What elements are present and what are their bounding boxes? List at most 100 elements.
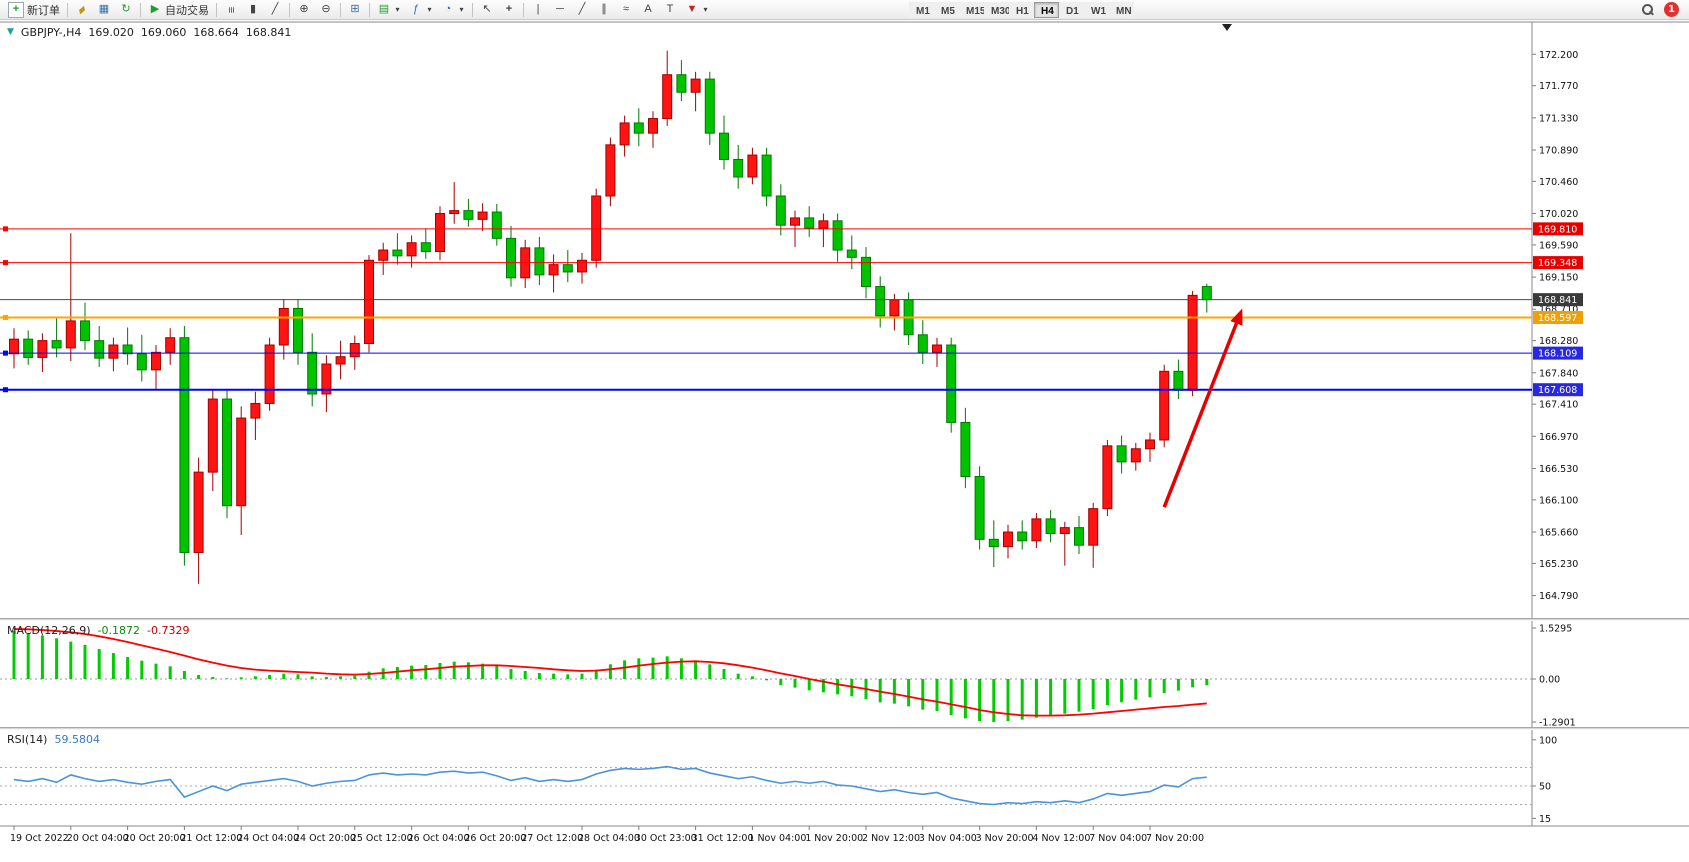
timeframe-m5[interactable]: M5 [934, 1, 959, 18]
line-chart-icon: ╱ [271, 3, 279, 15]
candle-body [1017, 531, 1028, 542]
candle-body [349, 343, 360, 358]
macd-axis-label: 0.00 [1539, 674, 1560, 685]
toolbar-right-tools: 1 [1641, 2, 1685, 17]
timeframe-mn[interactable]: MN [1109, 1, 1134, 18]
chart-window-button[interactable]: ▦ [93, 1, 115, 18]
timeframe-w1[interactable]: W1 [1084, 1, 1109, 18]
horizontal-line-button[interactable]: ─ [549, 1, 571, 18]
vertical-line-button[interactable]: | [527, 1, 549, 18]
time-axis-label: 26 Oct 20:00 [464, 833, 526, 844]
cursor-button[interactable]: ↖ [476, 1, 498, 18]
bar-chart-button[interactable]: ≡ [220, 1, 242, 18]
shift-marker-triangle[interactable] [1222, 24, 1232, 31]
candle-body [662, 74, 673, 120]
autotrading-button[interactable]: ▶ 自动交易 [144, 1, 213, 18]
line-handle[interactable] [3, 387, 8, 393]
time-axis-label: 1 Nov 20:00 [805, 833, 863, 844]
label-tool-button[interactable]: T [659, 1, 681, 18]
price-axis[interactable]: 172.200 171.770 171.330 170.890 170.460 170.0… [1532, 50, 1578, 602]
panel-splitter-macd[interactable] [0, 618, 1689, 621]
price-tick-label: 171.330 [1539, 113, 1578, 124]
candle-body [9, 338, 19, 355]
timeframe-toolbar: M1 M5 M15 M30 H1 H4 D1 W1 MN [909, 1, 1134, 18]
vertical-line-icon: | [536, 3, 540, 15]
rsi-label: RSI(14) 59.5804 [7, 733, 100, 746]
dropdown-icon: ▾ [395, 4, 400, 14]
zoom-in-button[interactable]: ⊕ [293, 1, 315, 18]
timeframe-h4[interactable]: H4 [1034, 1, 1059, 18]
fibonacci-button[interactable]: ≈ [615, 1, 637, 18]
toolbar-separator [369, 2, 370, 17]
line-handle[interactable] [3, 226, 8, 232]
trend-arrow-line[interactable] [1162, 322, 1239, 508]
time-axis-label: 7 Nov 04:00 [1089, 833, 1147, 844]
timeframe-m30[interactable]: M30 [984, 1, 1010, 18]
panel-splitter-rsi[interactable] [0, 727, 1689, 730]
candle-body [577, 259, 587, 273]
time-axis-label: 26 Oct 04:00 [408, 833, 470, 844]
zoom-out-button[interactable]: ⊖ [315, 1, 337, 18]
candle-body [122, 344, 133, 355]
price-tick-label: 169.150 [1539, 273, 1578, 284]
trend-arrow-annotation[interactable] [1162, 308, 1243, 508]
line-handle[interactable] [3, 260, 8, 266]
candle-body [875, 286, 886, 317]
crosshair-button[interactable]: + [498, 1, 520, 18]
channel-button[interactable]: ∥ [593, 1, 615, 18]
arrows-tool-button[interactable]: ▼ ▾ [681, 1, 713, 18]
candle-body [917, 334, 928, 353]
chart-frame [0, 21, 1689, 826]
indicators-button[interactable]: ƒ ▾ [405, 1, 437, 18]
trendline-button[interactable]: ╱ [571, 1, 593, 18]
new-chart-button[interactable]: ▤ ▾ [373, 1, 405, 18]
line-handle[interactable] [3, 350, 8, 356]
toolbar-separator [67, 2, 68, 17]
candle-body [534, 247, 545, 276]
candle-body [747, 154, 758, 178]
symbol-period-label: GBPJPY-,H4 [20, 26, 82, 39]
notification-badge[interactable]: 1 [1664, 2, 1679, 17]
price-tick-label: 164.790 [1539, 591, 1578, 602]
timeframe-m15[interactable]: M15 [959, 1, 985, 18]
refresh-button[interactable]: ↻ [115, 1, 137, 18]
candle-body [733, 158, 744, 178]
candlestick-chart-button[interactable]: ▮ [242, 1, 264, 18]
candle-body [846, 249, 857, 258]
candlestick-chart-icon: ▮ [249, 3, 257, 15]
candle-body [1074, 527, 1084, 546]
candle-body [278, 307, 289, 346]
timeframe-h1[interactable]: H1 [1009, 1, 1034, 18]
new-order-button[interactable]: + 新订单 [4, 1, 64, 18]
toolbar-separator [523, 2, 524, 17]
chart-shift-marker[interactable] [1222, 24, 1232, 31]
candles-group [9, 50, 1212, 584]
candle-body [449, 210, 460, 215]
timeframe-d1[interactable]: D1 [1059, 1, 1084, 18]
price-tick-label: 170.890 [1539, 145, 1578, 156]
candle-body [250, 402, 261, 419]
price-line-label: 168.597 [1538, 313, 1577, 324]
line-chart-button[interactable]: ╱ [264, 1, 286, 18]
tile-windows-icon: ⊞ [350, 3, 360, 15]
periods-button[interactable]: ◔ ▾ [437, 1, 469, 18]
text-tool-button[interactable]: A [637, 1, 659, 18]
tile-windows-button[interactable]: ⊞ [344, 1, 366, 18]
candle-body [790, 217, 800, 226]
text-tool-icon: A [644, 3, 652, 15]
candle-body [1159, 370, 1170, 441]
candle-body [932, 344, 942, 353]
horizontal-lines-group[interactable]: 169.810 169.348 168.841 168.597 168.109 167.6… [0, 222, 1583, 397]
candle-body [619, 122, 630, 146]
price-tick-label: 170.460 [1539, 177, 1578, 188]
search-icon[interactable] [1641, 3, 1654, 16]
label-tool-icon: T [666, 3, 674, 15]
candle-body [605, 144, 616, 197]
fibonacci-icon: ≈ [622, 3, 630, 15]
hammer-button[interactable]: ▰ [71, 1, 93, 18]
timeframe-m1[interactable]: M1 [909, 1, 934, 18]
price-line-label: 169.810 [1538, 224, 1577, 235]
line-handle[interactable] [3, 314, 8, 320]
